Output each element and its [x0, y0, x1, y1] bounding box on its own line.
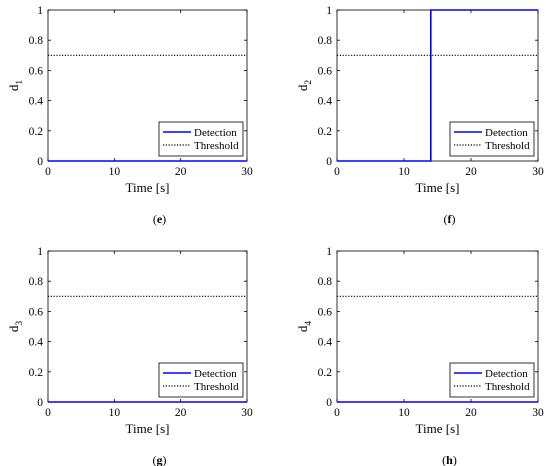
y-tick-label: 1: [37, 246, 43, 258]
y-tick-label: 0.4: [318, 337, 333, 349]
x-tick-label: 30: [532, 166, 544, 178]
x-tick-label: 30: [241, 166, 253, 178]
x-tick-label: 0: [334, 166, 340, 178]
legend-box: [449, 121, 535, 157]
legend-label-threshold: Threshold: [485, 140, 530, 152]
x-tick-label: 0: [45, 407, 51, 419]
panel-label: (e): [153, 212, 166, 226]
y-tick-label: 0.6: [318, 65, 333, 77]
panel-label: (f): [444, 212, 456, 226]
y-axis-label-main: d: [6, 84, 21, 91]
panel-2: 0 10 20 3000.20.40.60.81DetectionThresholdT…: [295, 5, 544, 226]
y-axis-label-subscript: 1: [15, 80, 25, 85]
legend-label-detection: Detection: [194, 127, 237, 139]
y-tick-label: 0: [326, 397, 332, 409]
y-tick-label: 0.8: [29, 35, 44, 47]
y-axis-label-main: d: [295, 84, 310, 91]
y-tick-label: 0: [326, 156, 332, 168]
y-axis-label: d1: [6, 80, 25, 92]
y-axis-label-subscript: 3: [15, 321, 25, 326]
panel-4: 0 10 20 3000.20.40.60.81DetectionThresholdT…: [295, 246, 544, 466]
y-tick-label: 0: [37, 397, 43, 409]
y-axis-label: d2: [295, 80, 314, 92]
y-tick-label: 0.8: [29, 276, 44, 288]
x-tick-label: 10: [398, 407, 410, 419]
y-tick-label: 0.6: [29, 65, 44, 77]
y-tick-label: 0.4: [318, 96, 333, 108]
y-tick-label: 1: [37, 5, 43, 17]
x-axis-label: Time [s]: [126, 180, 170, 195]
panel-label: (h): [442, 453, 457, 466]
y-tick-label: 0.2: [318, 367, 333, 379]
x-axis-label: Time [s]: [416, 421, 460, 436]
y-tick-label: 0.6: [318, 306, 333, 318]
x-tick-label: 20: [175, 166, 187, 178]
legend-label-detection: Detection: [485, 127, 528, 139]
legend-label-detection: Detection: [194, 368, 237, 380]
y-axis-label-main: d: [6, 325, 21, 332]
legend-box: [158, 362, 244, 398]
x-axis-label: Time [s]: [126, 421, 170, 436]
y-tick-label: 0.2: [29, 367, 44, 379]
y-axis-label-subscript: 4: [304, 321, 314, 326]
x-tick-label: 10: [109, 166, 121, 178]
y-tick-label: 1: [326, 5, 332, 17]
legend-box: [449, 362, 535, 398]
y-tick-label: 0.8: [318, 276, 333, 288]
y-axis-label-subscript: 2: [304, 80, 314, 85]
y-tick-label: 0.6: [29, 306, 44, 318]
y-axis-label-main: d: [295, 325, 310, 332]
x-tick-label: 20: [465, 407, 477, 419]
y-tick-label: 0.8: [318, 35, 333, 47]
x-axis-label: Time [s]: [416, 180, 460, 195]
y-tick-label: 0.2: [29, 126, 44, 138]
x-tick-label: 10: [398, 166, 410, 178]
y-tick-label: 0: [37, 156, 43, 168]
panel-3: 0 10 20 3000.20.40.60.81DetectionThresholdT…: [6, 246, 253, 466]
x-tick-label: 0: [334, 407, 340, 419]
legend-label-threshold: Threshold: [194, 381, 239, 393]
x-tick-label: 10: [109, 407, 121, 419]
x-tick-label: 30: [241, 407, 253, 419]
y-tick-label: 0.2: [318, 126, 333, 138]
x-tick-label: 20: [465, 166, 477, 178]
legend-label-threshold: Threshold: [485, 381, 530, 393]
x-tick-label: 0: [45, 166, 51, 178]
x-tick-label: 20: [175, 407, 187, 419]
legend-label-threshold: Threshold: [194, 140, 239, 152]
legend-box: [158, 121, 244, 157]
y-axis-label: d3: [6, 321, 25, 333]
panel-label: (g): [153, 453, 167, 466]
y-tick-label: 1: [326, 246, 332, 258]
panel-1: 0 10 20 3000.20.40.60.81DetectionThresholdT…: [6, 5, 253, 226]
legend-label-detection: Detection: [485, 368, 528, 380]
x-tick-label: 30: [532, 407, 544, 419]
y-tick-label: 0.4: [29, 96, 44, 108]
y-axis-label: d4: [295, 321, 314, 333]
series-detection-line: [337, 9, 538, 162]
y-tick-label: 0.4: [29, 337, 44, 349]
